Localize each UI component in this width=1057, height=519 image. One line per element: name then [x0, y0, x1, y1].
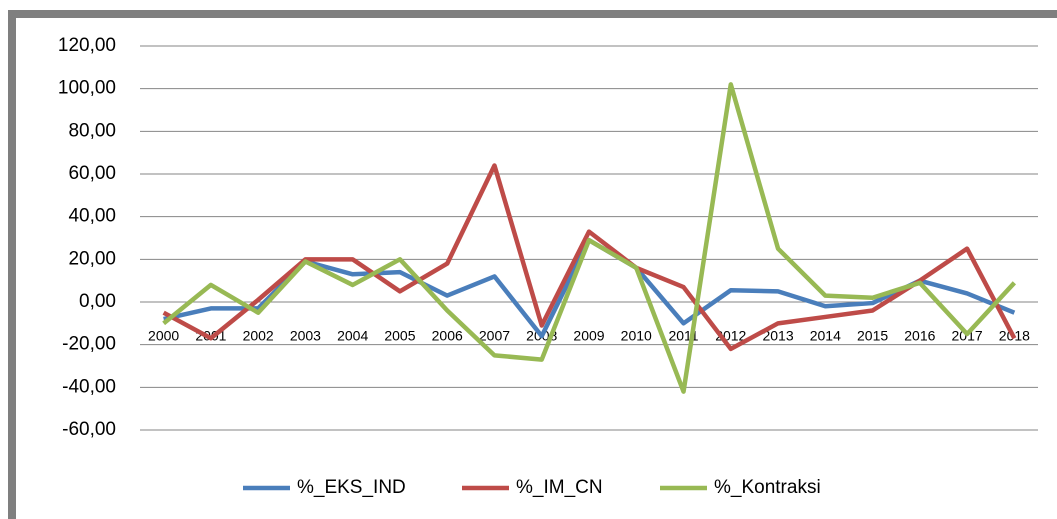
legend-label: %_EKS_IND [297, 477, 406, 498]
y-tick-label: 20,00 [68, 248, 116, 269]
y-tick-label: 100,00 [58, 78, 116, 99]
y-tick-label: -60,00 [62, 419, 116, 440]
chart-frame [8, 10, 1057, 519]
x-tick-label: 2010 [621, 328, 652, 344]
y-tick-label: -20,00 [62, 334, 116, 355]
x-tick-label: 2007 [479, 328, 510, 344]
legend-label: %_Kontraksi [714, 477, 821, 498]
y-tick-label: 40,00 [68, 206, 116, 227]
x-tick-label: 2004 [337, 328, 368, 344]
x-tick-label: 2003 [290, 328, 321, 344]
y-tick-label: 0,00 [79, 291, 116, 312]
y-tick-label: 120,00 [58, 35, 116, 56]
x-tick-label: 2002 [243, 328, 274, 344]
x-tick-label: 2005 [384, 328, 415, 344]
x-tick-label: 2014 [810, 328, 841, 344]
x-tick-label: 2000 [148, 328, 179, 344]
y-tick-label: -40,00 [62, 376, 116, 397]
legend-label: %_IM_CN [516, 477, 603, 498]
x-tick-label: 2013 [762, 328, 793, 344]
x-tick-label: 2015 [857, 328, 888, 344]
series-line [163, 237, 1016, 339]
series-line [162, 82, 1017, 394]
x-tick-label: 2009 [573, 328, 604, 344]
series-line [162, 163, 1017, 352]
y-tick-label: 80,00 [68, 120, 116, 141]
y-tick-label: 60,00 [68, 163, 116, 184]
x-tick-label: 2016 [904, 328, 935, 344]
x-tick-label: 2006 [432, 328, 463, 344]
